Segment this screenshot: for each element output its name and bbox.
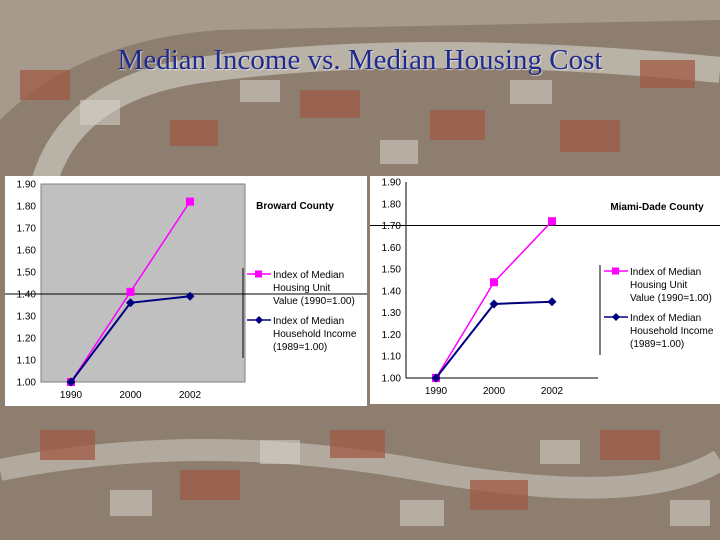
legend-swatch-marker	[612, 313, 620, 321]
y-tick-label: 1.30	[17, 312, 37, 323]
household-income-point	[547, 297, 557, 307]
y-tick-label: 1.70	[382, 221, 402, 232]
y-tick-label: 1.00	[17, 378, 37, 389]
plot-area	[406, 182, 598, 378]
chart-legend: Index of Median Housing Unit Value (1990=1…	[599, 265, 714, 355]
legend-label: Housing Unit	[273, 283, 330, 294]
y-tick-label: 1.50	[382, 265, 402, 276]
y-tick-label: 1.40	[382, 286, 402, 297]
household-income-point	[66, 377, 76, 387]
x-tick-label: 1990	[425, 386, 448, 397]
x-tick-label: 2000	[119, 390, 142, 401]
legend-label: Index of Median	[630, 267, 701, 278]
household-income-point	[185, 291, 195, 301]
miami-dade-chart-panel: 1.00 1.10 1.20 1.30 1.40 1.50 1.60 1.70 1.80 1.90…	[370, 176, 720, 404]
y-tick-label: 1.90	[17, 180, 37, 191]
y-tick-label: 1.40	[17, 290, 37, 301]
legend-label: Index of Median	[630, 313, 701, 324]
legend-label: Value (1990=1.00)	[273, 296, 355, 307]
household-income-point	[489, 299, 499, 309]
miami-dade-county-chart: 1.00 1.10 1.20 1.30 1.40 1.50 1.60 1.70 1.80 1.90…	[370, 178, 720, 397]
y-tick-label: 1.60	[382, 243, 402, 254]
legend-label: Household Income	[630, 326, 714, 337]
broward-chart-panel: 1.00 1.10 1.20 1.30 1.40 1.50 1.60 1.70 1.80 1.90…	[5, 176, 367, 406]
housing-value-point	[490, 278, 498, 287]
chart-title: Broward County	[256, 201, 334, 212]
y-tick-label: 1.10	[17, 356, 37, 367]
legend-label: Household Income	[273, 329, 357, 340]
y-tick-label: 1.60	[17, 246, 37, 257]
y-tick-label: 1.80	[17, 202, 37, 213]
y-tick-label: 1.90	[382, 178, 402, 189]
chart-legend: Index of Median Housing Unit Value (1990=1…	[242, 268, 357, 358]
y-tick-label: 1.50	[17, 268, 37, 279]
chart-title: Miami-Dade County	[610, 202, 704, 213]
y-tick-label: 1.70	[17, 224, 37, 235]
legend-label: (1989=1.00)	[630, 339, 684, 350]
legend-label: Value (1990=1.00)	[630, 293, 712, 304]
housing-value-point	[126, 287, 135, 296]
housing-value-point	[548, 217, 556, 226]
x-tick-label: 2002	[179, 390, 202, 401]
x-tick-label: 2000	[483, 386, 506, 397]
household-income-point	[431, 373, 441, 383]
y-tick-label: 1.00	[382, 374, 402, 385]
y-tick-label: 1.30	[382, 308, 402, 319]
y-tick-label: 1.20	[17, 334, 37, 345]
legend-label: Index of Median	[273, 270, 344, 281]
legend-label: Index of Median	[273, 316, 344, 327]
legend-swatch-marker	[255, 270, 262, 278]
legend-swatch-marker	[255, 316, 263, 324]
legend-label: (1989=1.00)	[273, 342, 327, 353]
y-tick-label: 1.20	[382, 330, 402, 341]
plot-area	[40, 183, 246, 383]
x-tick-label: 2002	[541, 386, 564, 397]
y-tick-label: 1.80	[382, 199, 402, 210]
x-tick-label: 1990	[60, 390, 83, 401]
household-income-point	[126, 298, 135, 308]
legend-label: Housing Unit	[630, 280, 687, 291]
slide-title: Median Income vs. Median Housing Cost	[117, 44, 603, 76]
broward-county-chart: 1.00 1.10 1.20 1.30 1.40 1.50 1.60 1.70 1.80 1.90…	[5, 180, 367, 401]
y-tick-label: 1.10	[382, 352, 402, 363]
legend-swatch-marker	[612, 267, 619, 275]
housing-value-point	[186, 197, 194, 206]
